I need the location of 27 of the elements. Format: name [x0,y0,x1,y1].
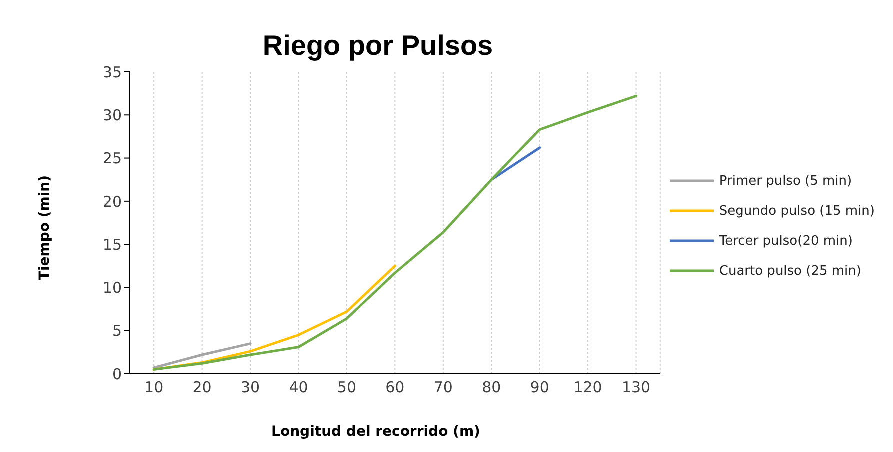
x-tick-label: 70 [434,378,453,397]
x-tick-label: 50 [337,378,357,397]
y-tick-label: 15 [102,236,122,254]
x-tick-label: 10 [144,378,164,397]
y-tick-label: 10 [102,279,122,298]
y-axis-title: Tiempo (min) [37,175,53,281]
y-tick-label: 25 [102,150,122,168]
x-tick-label: 20 [192,378,212,397]
x-tick-label: 130 [622,378,651,397]
y-tick-label: 0 [112,365,122,384]
legend-label: Primer pulso (5 min) [719,174,852,188]
x-axis-title: Longitud del recorrido (m) [270,424,482,440]
y-tick-label: 5 [112,322,122,340]
x-tick-label: 90 [530,378,550,397]
y-tick-label: 20 [102,192,122,211]
line-series [152,94,638,371]
chart-title: Riego por Pulsos [262,30,494,62]
legend-label: Cuarto pulso (25 min) [719,264,862,278]
y-tick-label: 35 [102,63,122,82]
x-tick-label: 60 [386,378,405,397]
x-tick-label: 30 [240,378,260,397]
y-tick-label: 30 [102,106,122,124]
legend-label: Tercer pulso(20 min) [719,234,853,248]
x-tick-label: 120 [574,378,602,397]
x-tick-label: 40 [289,378,308,397]
x-tick-label: 80 [482,378,502,397]
legend-label: Segundo pulso (15 min) [719,204,875,218]
